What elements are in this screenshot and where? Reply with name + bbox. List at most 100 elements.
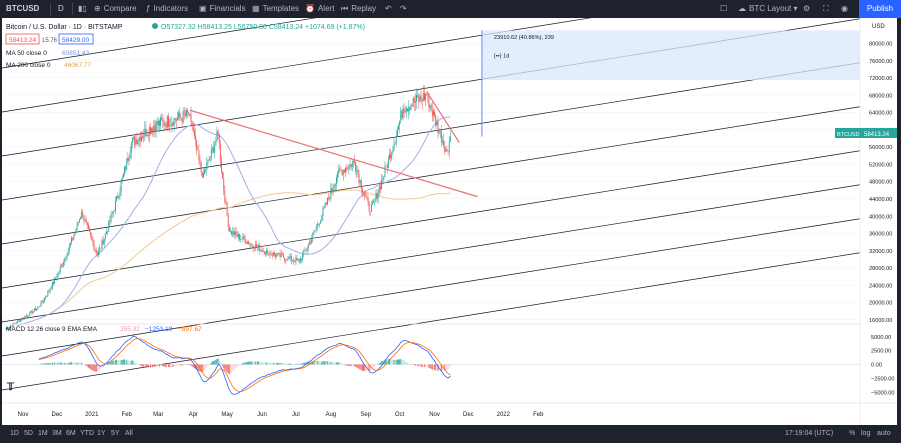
candle-body [24, 316, 26, 319]
candle-body [287, 256, 289, 261]
log-toggle[interactable]: log [861, 430, 871, 437]
replay-button[interactable]: ⏮ Replay [341, 0, 376, 18]
macd-histogram-bar [50, 363, 52, 365]
candle-body [244, 239, 246, 244]
candle-body [321, 216, 323, 221]
snapshot-button[interactable]: ◉ [841, 0, 848, 18]
range-button-1d[interactable]: 1D [10, 430, 19, 437]
candle-body [395, 136, 397, 144]
publish-button[interactable]: Publish [859, 0, 901, 18]
ma50-label[interactable]: MA 50 close 0 [6, 50, 47, 57]
macd-histogram-bar [198, 364, 200, 372]
macd-histogram-bar [447, 364, 449, 370]
settings-button[interactable]: ⚙ [803, 0, 810, 18]
price-range-measure[interactable]: 23910.62 (40.86%), 239 {••} 1d [481, 30, 862, 137]
fullscreen-button[interactable]: ⛶ [823, 0, 829, 18]
range-button-3m[interactable]: 3M [52, 430, 62, 437]
channel-line [1, 106, 861, 245]
range-button-ytd[interactable]: YTD [80, 430, 94, 437]
candle-body [159, 120, 160, 126]
macd-histogram-bar [285, 363, 287, 365]
candle-body [112, 211, 114, 214]
candle-body [67, 250, 69, 256]
candle-body [421, 98, 423, 102]
top-toolbar: BTCUSD D ▮▯ ⊕ Compare ƒ Indicators ▣ Financ… [0, 0, 901, 18]
chart-type-button[interactable]: ▮▯ [78, 0, 90, 18]
macd-histogram-bar [215, 359, 217, 365]
macd-histogram-bar [84, 364, 86, 366]
candle-body [361, 188, 363, 193]
price-axis[interactable] [860, 18, 897, 403]
candle-body [336, 177, 337, 185]
range-button-1m[interactable]: 1M [38, 430, 48, 437]
macd-histogram-bar [107, 363, 109, 365]
candle-body [444, 145, 446, 152]
macd-histogram-bar [296, 363, 298, 365]
range-button-6m[interactable]: 6M [66, 430, 76, 437]
macd-histogram-bar [191, 364, 193, 367]
candle-body [30, 310, 32, 312]
price-tick-label: 80000.00 [869, 42, 892, 48]
sell-price-box[interactable] [5, 33, 40, 45]
macd-pane [2, 323, 860, 395]
macd-histogram-bar [411, 364, 413, 366]
candle-body [34, 308, 36, 311]
candle-body [390, 154, 392, 159]
undo-button[interactable]: ↶ [385, 0, 392, 18]
buy-price-box[interactable] [58, 33, 94, 45]
alert-button[interactable]: ⏰ Alert [305, 0, 334, 18]
candle-body [102, 240, 104, 245]
chart-canvas[interactable]: 23910.62 (40.86%), 239 {••} 1d Bitcoin / … [1, 0, 897, 425]
macd-histogram-bar [73, 362, 75, 365]
redo-button[interactable]: ↷ [400, 0, 407, 18]
templates-button[interactable]: ▦ Templates [252, 0, 299, 18]
financials-button[interactable]: ▣ Financials [199, 0, 246, 18]
candle-body [249, 243, 251, 245]
interval-button[interactable]: D [58, 4, 64, 13]
macd-histogram-bar [400, 358, 402, 365]
fullscreen-square-button[interactable]: ☐ [720, 0, 727, 18]
candle-body [283, 254, 284, 258]
candle-body [408, 107, 410, 112]
time-tick-label: Dec [51, 412, 62, 418]
tradingview-logo[interactable]: 𝕋 [6, 382, 15, 393]
candle-body [437, 121, 439, 133]
macd-histogram-bar [275, 362, 276, 365]
time-tick-label: Aug [325, 412, 336, 418]
candle-body [219, 143, 221, 162]
currency-label[interactable]: USD [872, 24, 885, 30]
candle-body [16, 320, 18, 324]
macd-histogram-bar [69, 362, 71, 365]
indicators-button[interactable]: ƒ Indicators [146, 0, 188, 18]
macd-label[interactable]: MACD 12 26 close 9 EMA EMA [6, 326, 98, 333]
range-button-5d[interactable]: 5D [24, 430, 33, 437]
candle-body [54, 277, 56, 284]
ma200-label[interactable]: MA 200 close 0 [6, 62, 51, 69]
candle-body [85, 219, 87, 223]
range-button-5y[interactable]: 5Y [111, 430, 120, 437]
clock-display[interactable]: 17:19:04 (UTC) [785, 430, 834, 437]
macd-histogram-bar [375, 364, 377, 366]
range-button-all[interactable]: All [125, 430, 133, 437]
macd-histogram-bar [185, 364, 186, 366]
layout-button[interactable]: ☁ BTC Layout ▾ [738, 0, 798, 18]
candle-body [259, 245, 261, 252]
macd-histogram-bar [213, 361, 214, 365]
macd-histogram-bar [407, 362, 408, 365]
macd-histogram-bar [168, 364, 169, 367]
candle-body [418, 97, 420, 102]
symbol-search[interactable]: BTCUSD [6, 4, 40, 13]
chart-frame[interactable]: 23910.62 (40.86%), 239 {••} 1d Bitcoin / … [1, 0, 897, 425]
candle-body [122, 173, 124, 178]
candle-body [422, 92, 424, 102]
red-trend-lines[interactable] [189, 91, 478, 198]
candle-body [170, 124, 172, 127]
last-price-tag-text: 58413.24 [864, 132, 890, 138]
compare-button[interactable]: ⊕ Compare [94, 0, 137, 18]
percent-toggle[interactable]: % [849, 430, 856, 437]
range-button-1y[interactable]: 1Y [97, 430, 106, 437]
macd-histogram-bar [284, 363, 286, 365]
auto-toggle[interactable]: auto [877, 430, 891, 437]
candle-body [222, 171, 224, 179]
macd-histogram-bar [40, 363, 42, 365]
